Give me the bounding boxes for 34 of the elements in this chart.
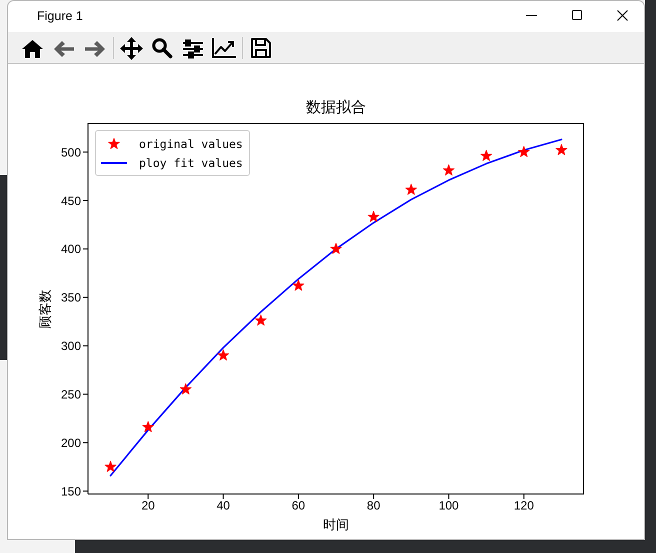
point bbox=[142, 421, 154, 432]
line-series bbox=[110, 138, 562, 476]
point bbox=[255, 314, 267, 326]
point bbox=[556, 144, 568, 156]
y-tick-label: 150 bbox=[60, 484, 82, 498]
y-tick-label: 250 bbox=[60, 387, 82, 402]
point bbox=[104, 460, 116, 472]
point bbox=[480, 150, 492, 161]
chart-title: 数据拟合 bbox=[305, 99, 367, 117]
point bbox=[292, 280, 304, 291]
point bbox=[217, 349, 230, 360]
x-tick-label: 120 bbox=[514, 498, 534, 513]
x-tick-label: 20 bbox=[141, 498, 156, 513]
point bbox=[442, 164, 455, 176]
x-tick-label: 40 bbox=[216, 498, 230, 513]
y-tick-label: 500 bbox=[60, 145, 82, 160]
y-axis-title: 顾客数 bbox=[36, 289, 54, 328]
y-tick-label: 400 bbox=[60, 242, 82, 256]
x-tick-label: 100 bbox=[438, 498, 460, 513]
point bbox=[518, 146, 530, 158]
legend-label: ploy fit values bbox=[139, 156, 243, 170]
legend-label: original values bbox=[139, 136, 243, 150]
y-tick-label: 450 bbox=[60, 194, 82, 208]
point bbox=[368, 210, 380, 222]
y-tick-label: 300 bbox=[60, 339, 82, 354]
point bbox=[180, 383, 192, 394]
y-tick-label: 350 bbox=[60, 290, 82, 305]
point bbox=[330, 242, 342, 254]
y-tick-label: 200 bbox=[60, 436, 82, 450]
point bbox=[405, 184, 417, 195]
x-tick-label: 60 bbox=[292, 498, 306, 513]
x-axis-title: 时间 bbox=[322, 516, 350, 533]
x-tick-label: 80 bbox=[366, 498, 381, 513]
caption: Figure 1 bbox=[37, 8, 83, 24]
